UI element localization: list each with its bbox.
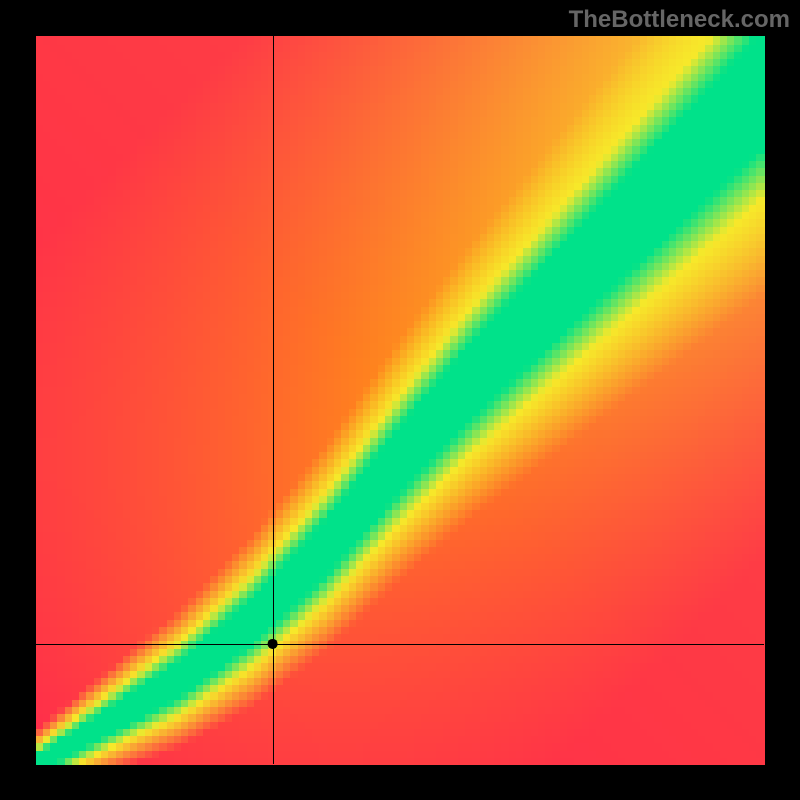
watermark-text: TheBottleneck.com [569, 6, 790, 34]
crosshair-overlay [0, 0, 800, 800]
plot-container: TheBottleneck.com [0, 0, 800, 800]
